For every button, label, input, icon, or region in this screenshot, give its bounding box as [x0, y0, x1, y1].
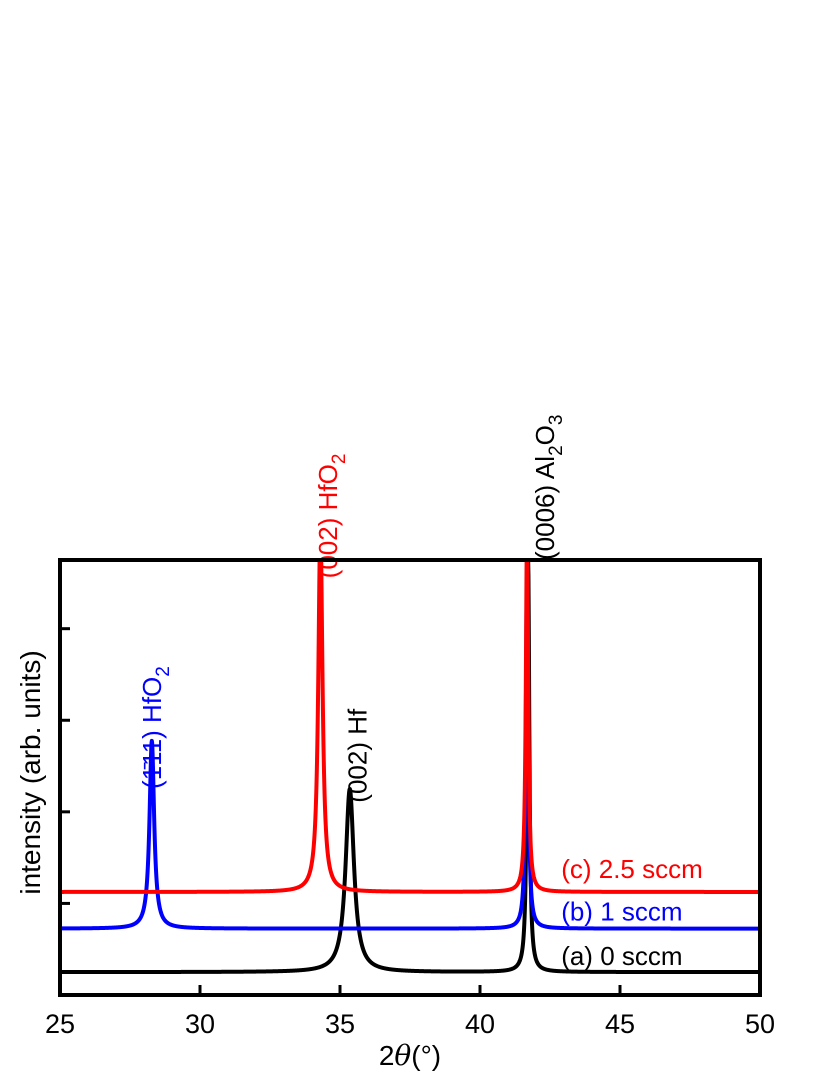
- x-axis-title: 2θ(°): [379, 1039, 441, 1072]
- x-tick-label: 35: [325, 1009, 355, 1039]
- annotation-3: (002) Hf: [343, 708, 373, 803]
- x-tick-label: 30: [185, 1009, 215, 1039]
- peak-annotations: (1̄11) HfO2(002) HfO2(002) Hf(0006) Al2O…: [137, 415, 703, 972]
- plot-frame: [58, 558, 762, 997]
- series-line-2: [60, 560, 760, 931]
- x-tick-label: 50: [745, 1009, 775, 1039]
- annotation-5: (c) 2.5 sccm: [561, 854, 703, 884]
- x-tick-label: 25: [45, 1009, 75, 1039]
- y-axis-ticks: [60, 627, 70, 905]
- series-line-1: [60, 560, 760, 975]
- annotation-1: (1̄11) HfO2: [137, 666, 174, 789]
- y-axis-title: intensity (arb. units): [15, 650, 46, 894]
- annotation-6: (b) 1 sccm: [561, 897, 682, 927]
- x-axis-ticks: 25 30 35 40 45 50: [45, 985, 775, 1039]
- x-tick-label: 45: [605, 1009, 635, 1039]
- x-tick-label: 40: [465, 1009, 495, 1039]
- series-line-3: [60, 560, 760, 894]
- series-curves: [60, 560, 760, 975]
- annotation-4: (0006) Al2O3: [530, 415, 567, 560]
- annotation-7: (a) 0 sccm: [561, 941, 682, 971]
